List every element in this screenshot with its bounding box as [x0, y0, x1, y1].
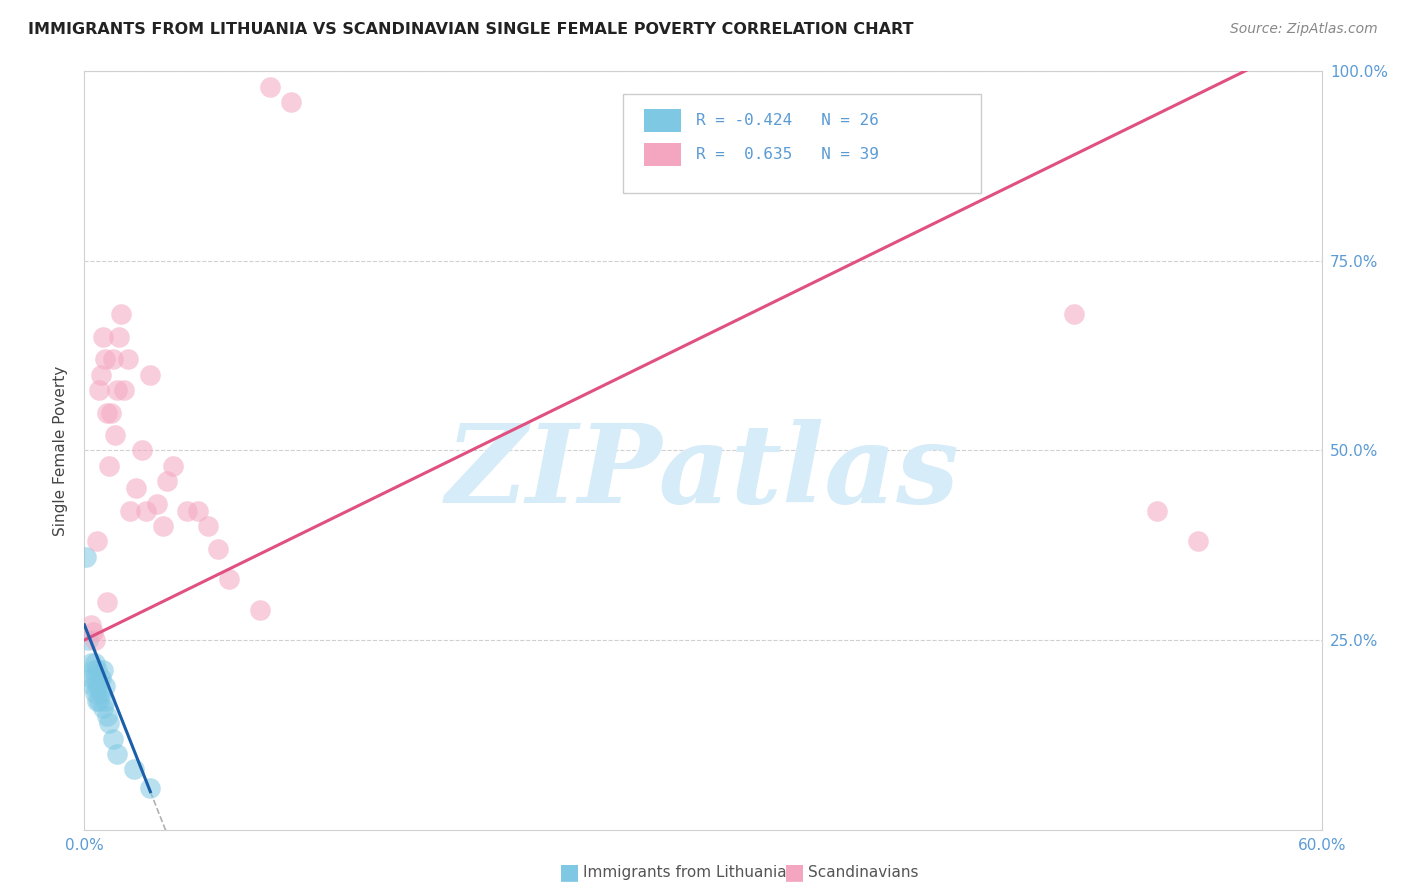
Text: Immigrants from Lithuania: Immigrants from Lithuania [583, 865, 787, 880]
Point [90, 368, 112, 382]
Point [197, 519, 219, 533]
Point [112, 383, 135, 397]
Point [83, 686, 105, 700]
Point [98, 458, 121, 473]
Point [249, 603, 271, 617]
Point [117, 352, 139, 367]
Bar [644, 144, 681, 166]
Point [105, 383, 128, 397]
Point [1063, 307, 1085, 321]
Point [82, 678, 104, 692]
Point [122, 762, 145, 776]
Point [139, 780, 162, 795]
Point [94, 678, 117, 692]
Y-axis label: Single Female Poverty: Single Female Poverty [53, 366, 69, 535]
Point [82, 625, 104, 640]
Point [145, 496, 167, 510]
Point [96, 708, 118, 723]
Point [152, 519, 174, 533]
Point [87, 383, 110, 397]
Point [135, 504, 157, 518]
Point [83, 656, 105, 670]
Point [83, 633, 105, 648]
Point [79, 671, 101, 685]
Point [90, 671, 112, 685]
Point [100, 405, 122, 420]
Text: Source: ZipAtlas.com: Source: ZipAtlas.com [1230, 22, 1378, 37]
Point [103, 352, 125, 367]
Point [96, 595, 118, 609]
Point [91, 701, 114, 715]
Point [108, 330, 131, 344]
Point [91, 330, 114, 344]
Point [96, 405, 118, 420]
Point [259, 79, 281, 94]
Point [87, 694, 110, 708]
Point [218, 573, 240, 587]
Point [162, 458, 184, 473]
Point [104, 428, 127, 442]
Point [87, 678, 110, 692]
Point [91, 664, 114, 678]
Point [103, 731, 125, 746]
Point [94, 352, 117, 367]
Point [86, 664, 108, 678]
Point [82, 664, 104, 678]
Point [77, 633, 100, 648]
Point [79, 656, 101, 670]
Text: R =  0.635   N = 39: R = 0.635 N = 39 [696, 147, 879, 162]
Point [98, 716, 121, 731]
Point [86, 534, 108, 549]
Point [131, 443, 153, 458]
Point [187, 504, 209, 518]
Point [86, 678, 108, 692]
Point [1187, 534, 1209, 549]
Point [280, 95, 302, 109]
Text: ■: ■ [560, 863, 579, 882]
Point [110, 307, 132, 321]
Point [1146, 504, 1168, 518]
Point [156, 474, 179, 488]
Point [176, 504, 198, 518]
FancyBboxPatch shape [623, 95, 981, 193]
Point [90, 686, 112, 700]
Point [207, 542, 229, 557]
Text: ■: ■ [785, 863, 804, 882]
Text: Scandinavians: Scandinavians [808, 865, 920, 880]
Point [139, 368, 162, 382]
Text: ZIPatlas: ZIPatlas [446, 419, 960, 527]
Bar [644, 110, 681, 132]
Point [75, 549, 97, 564]
Point [86, 694, 108, 708]
Point [94, 694, 117, 708]
Point [125, 482, 148, 496]
Point [79, 617, 101, 632]
Text: IMMIGRANTS FROM LITHUANIA VS SCANDINAVIAN SINGLE FEMALE POVERTY CORRELATION CHAR: IMMIGRANTS FROM LITHUANIA VS SCANDINAVIA… [28, 22, 914, 37]
Point [105, 747, 128, 761]
Text: R = -0.424   N = 26: R = -0.424 N = 26 [696, 113, 879, 128]
Point [83, 671, 105, 685]
Point [118, 504, 141, 518]
